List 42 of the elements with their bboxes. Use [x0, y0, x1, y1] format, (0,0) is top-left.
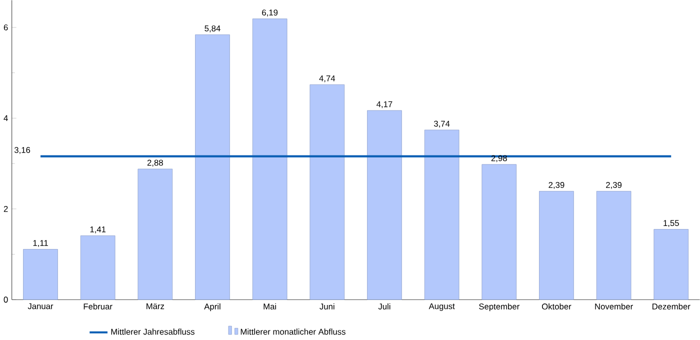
- x-tick-label: Juli: [378, 303, 390, 310]
- x-tick-label: Juni: [320, 303, 334, 310]
- y-tick-label: 2: [4, 206, 8, 212]
- bar: [482, 164, 517, 300]
- y-tick-label: 6: [4, 24, 8, 30]
- data-label: 2,39: [548, 182, 564, 189]
- data-label: 1,11: [33, 240, 48, 247]
- x-tick-label: Dezember: [652, 303, 690, 310]
- bar: [138, 168, 173, 300]
- x-tick-label: Februar: [84, 303, 112, 310]
- data-label: 2,39: [606, 182, 622, 189]
- data-label: 1,55: [664, 220, 679, 227]
- x-tick-label: Oktober: [542, 303, 572, 310]
- data-label: 3,16: [14, 146, 30, 154]
- x-tick-label: April: [204, 303, 220, 311]
- y-tick-label: 4: [4, 115, 8, 121]
- legend-label: Mittlerer monatlicher Abfluss: [240, 328, 346, 335]
- data-label: 3,74: [434, 120, 450, 128]
- bar: [654, 228, 689, 300]
- bar: [367, 110, 402, 300]
- x-tick-label: Mai: [264, 303, 276, 310]
- x-tick-label: November: [595, 303, 633, 310]
- bar: [23, 248, 58, 300]
- data-label: 5,84: [204, 25, 220, 32]
- data-label: 2,88: [147, 160, 163, 166]
- data-label: 6,19: [262, 9, 278, 16]
- bar: [252, 18, 288, 300]
- bar: [424, 130, 460, 300]
- x-tick-label: September: [479, 303, 520, 311]
- legend-label: Mittlerer Jahresabfluss: [111, 328, 194, 335]
- bar: [80, 235, 116, 300]
- y-tick-label: 0: [4, 296, 8, 302]
- x-tick-label: Januar: [28, 303, 54, 309]
- x-tick-label: März: [146, 303, 164, 309]
- x-tick-label: August: [428, 303, 455, 311]
- bar: [195, 34, 230, 300]
- bar: [596, 190, 632, 300]
- data-label: 4,74: [319, 75, 336, 82]
- bar: [310, 84, 345, 300]
- bar: [539, 190, 574, 300]
- data-label: 1,41: [90, 226, 106, 234]
- data-label: 4,17: [376, 101, 392, 108]
